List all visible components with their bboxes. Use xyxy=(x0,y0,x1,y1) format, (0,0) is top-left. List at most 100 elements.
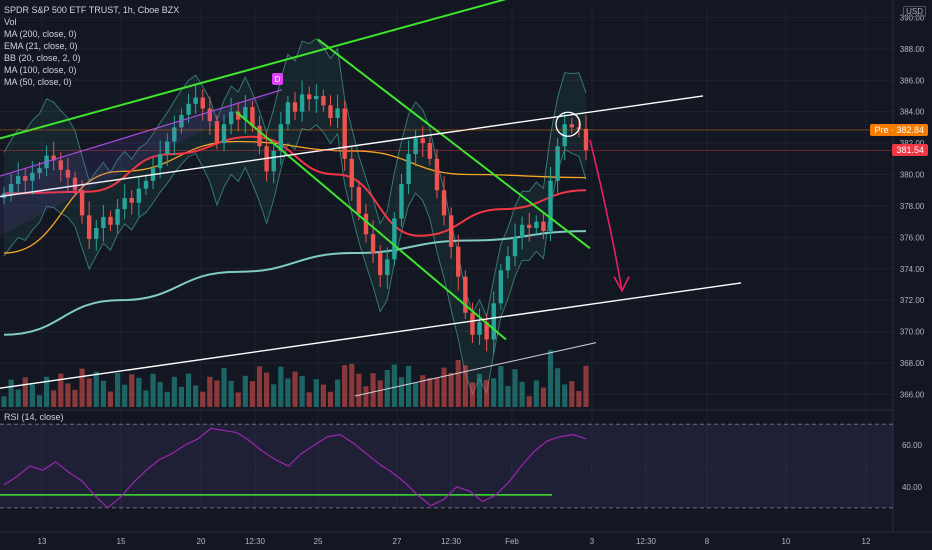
volume-bar xyxy=(122,384,128,407)
volume-bar xyxy=(342,365,348,407)
volume-bar xyxy=(185,373,192,407)
candle-body xyxy=(541,221,546,232)
price-tick-label: 368.00 xyxy=(900,359,925,368)
volume-bar xyxy=(143,390,149,407)
time-tick-label: 10 xyxy=(782,537,791,546)
time-tick-label: 27 xyxy=(393,537,402,546)
candle-body xyxy=(8,183,14,194)
volume-bar xyxy=(79,368,85,407)
volume-bar xyxy=(29,384,35,407)
price-tick-label: 376.00 xyxy=(900,233,925,242)
volume-bar xyxy=(285,378,291,407)
last-price-badge: 381.54 xyxy=(892,144,928,156)
volume-bar xyxy=(292,371,298,407)
candle-body xyxy=(250,106,255,126)
legend-line[interactable]: BB (20, close, 2, 0) xyxy=(4,53,81,63)
volume-bar xyxy=(533,380,539,407)
legend-line[interactable]: MA (50, close, 0) xyxy=(4,77,72,87)
price-axis[interactable]: 366.00 368.00 370.00 372.00 374.00 376.00 378.… xyxy=(900,13,925,491)
candle-body xyxy=(207,108,213,122)
volume-bar xyxy=(349,363,355,407)
legend-line[interactable]: EMA (21, close, 0) xyxy=(4,41,78,51)
volume-bar xyxy=(448,373,454,407)
pre-market-price-badge: Pre · 382.84 xyxy=(870,124,928,136)
price-tick-label: 374.00 xyxy=(900,265,925,274)
channel-upper-line xyxy=(0,0,507,140)
candle-body xyxy=(186,103,191,115)
chart-legend: SPDR S&P 500 ETF TRUST, 1h, Cboe BZX Vol… xyxy=(4,4,179,88)
volume-bar xyxy=(271,384,277,407)
volume-bar xyxy=(100,380,106,407)
candle-body xyxy=(356,187,362,214)
candle-body xyxy=(370,234,376,254)
volume-bar xyxy=(72,389,78,407)
candle-body xyxy=(51,155,56,161)
legend-line[interactable]: MA (100, close, 0) xyxy=(4,65,77,75)
candle-body xyxy=(165,141,170,155)
candle-body xyxy=(463,276,468,313)
time-axis[interactable]: 13 15 20 12:30 25 27 12:30 Feb 3 12:30 8 10 12 xyxy=(0,531,932,546)
candle-body xyxy=(157,154,163,169)
candle-body xyxy=(214,121,220,144)
volume-bar xyxy=(356,373,362,407)
ma100-line xyxy=(3,230,587,336)
candle-body xyxy=(243,106,248,120)
volume-bar xyxy=(214,380,220,407)
candle-body xyxy=(200,97,205,109)
candle-body xyxy=(569,124,575,128)
candle-body xyxy=(555,146,560,181)
candle-body xyxy=(292,102,298,112)
candle-body xyxy=(441,190,447,216)
candle-body xyxy=(534,221,539,228)
candle-body xyxy=(172,127,177,142)
legend-line[interactable]: MA (200, close, 0) xyxy=(4,29,77,39)
volume-bar xyxy=(235,392,241,407)
volume-bar xyxy=(299,376,305,407)
volume-bar xyxy=(576,391,582,407)
candle-body xyxy=(342,108,347,159)
legend-line[interactable]: Vol xyxy=(4,17,17,27)
volume-bar xyxy=(221,368,227,407)
candles xyxy=(1,80,589,354)
volume-bar xyxy=(370,373,376,407)
candle-body xyxy=(420,138,425,144)
candle-body xyxy=(470,312,475,335)
volume-bar xyxy=(136,377,142,407)
volume-bar xyxy=(15,389,21,407)
time-tick-label: 8 xyxy=(705,537,710,546)
candle-body xyxy=(548,180,553,232)
candle-body xyxy=(505,256,511,271)
volume-bar xyxy=(207,376,213,407)
volume-bar xyxy=(512,369,518,407)
candle-body xyxy=(335,108,340,118)
time-tick-label: 20 xyxy=(197,537,206,546)
volume-bar xyxy=(178,386,185,407)
time-tick-label: 13 xyxy=(38,537,47,546)
candle-body xyxy=(413,138,418,155)
rsi-legend[interactable]: RSI (14, close) xyxy=(4,412,64,422)
volume-bar xyxy=(334,379,341,407)
trend-lines[interactable]: D xyxy=(0,0,893,397)
time-tick-label: 15 xyxy=(117,537,126,546)
volume-bar xyxy=(306,392,312,407)
volume-bar xyxy=(129,374,135,407)
candle-body xyxy=(86,215,92,239)
volume-bar xyxy=(320,384,326,407)
candle-body xyxy=(349,158,354,188)
volume-bar xyxy=(441,367,447,407)
candle-body xyxy=(228,111,234,125)
volume-bar xyxy=(405,365,412,407)
candle-body xyxy=(427,143,433,159)
volume-bar xyxy=(313,379,319,407)
volume-bar xyxy=(427,378,433,407)
currency-label[interactable]: USD xyxy=(903,6,926,17)
channel-mid-line xyxy=(0,95,704,198)
rsi-line xyxy=(3,427,587,509)
candle-body xyxy=(15,176,21,184)
volume-bar xyxy=(22,377,28,407)
candle-body xyxy=(129,198,134,203)
time-tick-label: 12:30 xyxy=(636,537,657,546)
candle-body xyxy=(377,253,383,276)
candle-body xyxy=(108,216,113,225)
